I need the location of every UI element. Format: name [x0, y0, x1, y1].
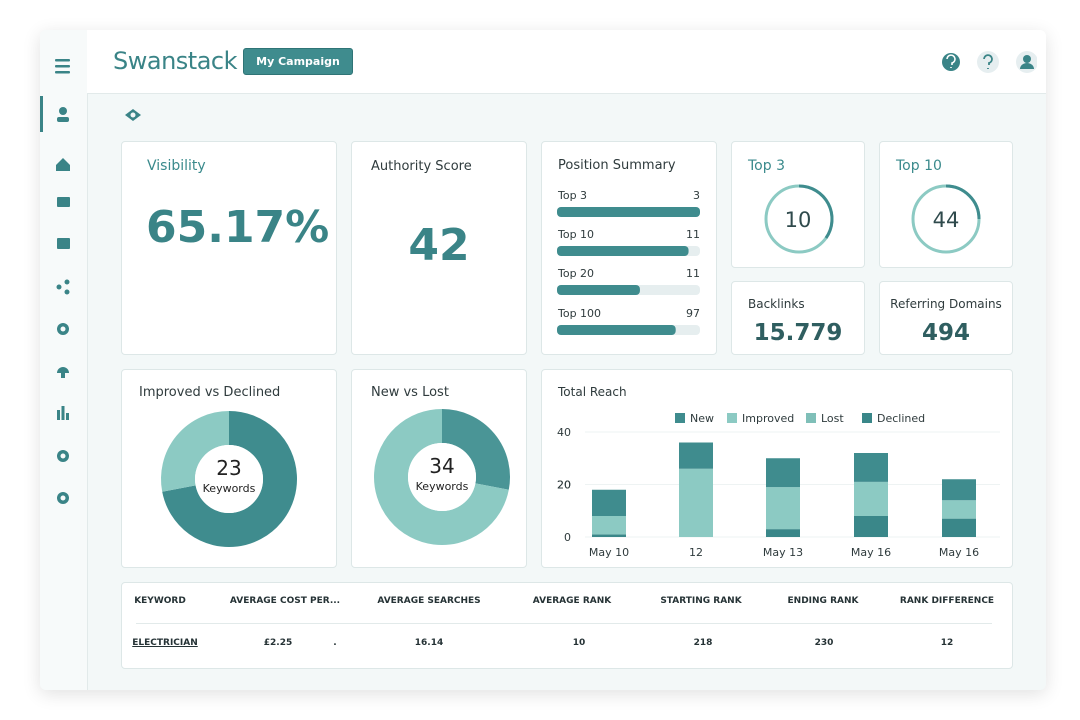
card-title: Backlinks — [748, 297, 805, 311]
card-value: 44 — [932, 208, 960, 232]
share-icon[interactable] — [56, 284, 62, 290]
top10-card: Top 10 44 — [879, 141, 1013, 268]
stats-icon[interactable] — [57, 410, 60, 420]
table-cell: 230 — [814, 638, 834, 648]
backlinks-card: Backlinks 15.779 — [731, 281, 865, 355]
position-summary-card: Position Summary — [541, 141, 717, 355]
ring — [911, 184, 981, 254]
table-cell: 12 — [940, 638, 954, 648]
sidebar-icons — [40, 59, 70, 504]
card-value: 42 — [408, 220, 470, 271]
app-frame: Swanstack My Campaign Visibility 65.17% … — [40, 30, 1046, 690]
reach-card — [541, 369, 1013, 568]
card-value: 65.17% — [146, 202, 330, 253]
table-header: RANK DIFFERENCE — [899, 596, 995, 606]
home-icon[interactable] — [56, 158, 70, 171]
table-cell: £2.25 — [263, 638, 293, 648]
card-title: Authority Score — [371, 159, 472, 174]
donut-card — [121, 369, 337, 568]
question-icon[interactable] — [977, 51, 999, 73]
table-header: AVERAGE COST PER... — [229, 596, 341, 606]
table-divider — [136, 623, 992, 624]
card-value: 10 — [784, 208, 812, 232]
top3-card: Top 3 10 — [731, 141, 865, 268]
table-header: AVERAGE RANK — [532, 596, 612, 606]
card-title: Position Summary — [558, 158, 676, 173]
referring-card: Referring Domains 494 — [879, 281, 1013, 355]
table-header: KEYWORD — [134, 596, 186, 606]
campaign-button[interactable]: My Campaign — [243, 48, 353, 75]
menu-icon[interactable] — [55, 59, 70, 62]
table-cell: . — [333, 638, 337, 648]
table-header: STARTING RANK — [660, 596, 742, 606]
card-value: 15.779 — [753, 320, 843, 346]
ring — [764, 184, 834, 254]
card-title: Referring Domains — [890, 297, 1002, 311]
table-cell: 218 — [693, 638, 713, 648]
header-icons — [942, 51, 1037, 73]
table-header: ENDING RANK — [787, 596, 859, 606]
doc-icon[interactable] — [57, 238, 70, 249]
donut-card — [351, 369, 527, 568]
card-title: Visibility — [147, 158, 206, 174]
table-header: AVERAGE SEARCHES — [377, 596, 481, 606]
logo[interactable]: Swanstack — [113, 47, 238, 75]
card-title: Top 10 — [896, 158, 942, 174]
header: Swanstack My Campaign — [87, 30, 1046, 94]
sidebar — [40, 30, 88, 690]
profile-icon[interactable] — [59, 107, 67, 115]
authority-card: Authority Score 42 — [351, 141, 527, 355]
table-card — [121, 582, 1013, 669]
table-cell[interactable]: ELECTRICIAN — [132, 638, 198, 648]
bulb-icon[interactable] — [57, 367, 69, 378]
card-title: Top 3 — [748, 158, 785, 174]
table-cell: 16.14 — [414, 638, 444, 648]
active-indicator — [40, 96, 43, 132]
table-cell: 10 — [572, 638, 586, 648]
image-icon[interactable] — [57, 197, 70, 207]
view-icon[interactable] — [124, 108, 142, 122]
visibility-card: Visibility 65.17% — [121, 141, 337, 355]
card-value: 494 — [921, 320, 970, 346]
